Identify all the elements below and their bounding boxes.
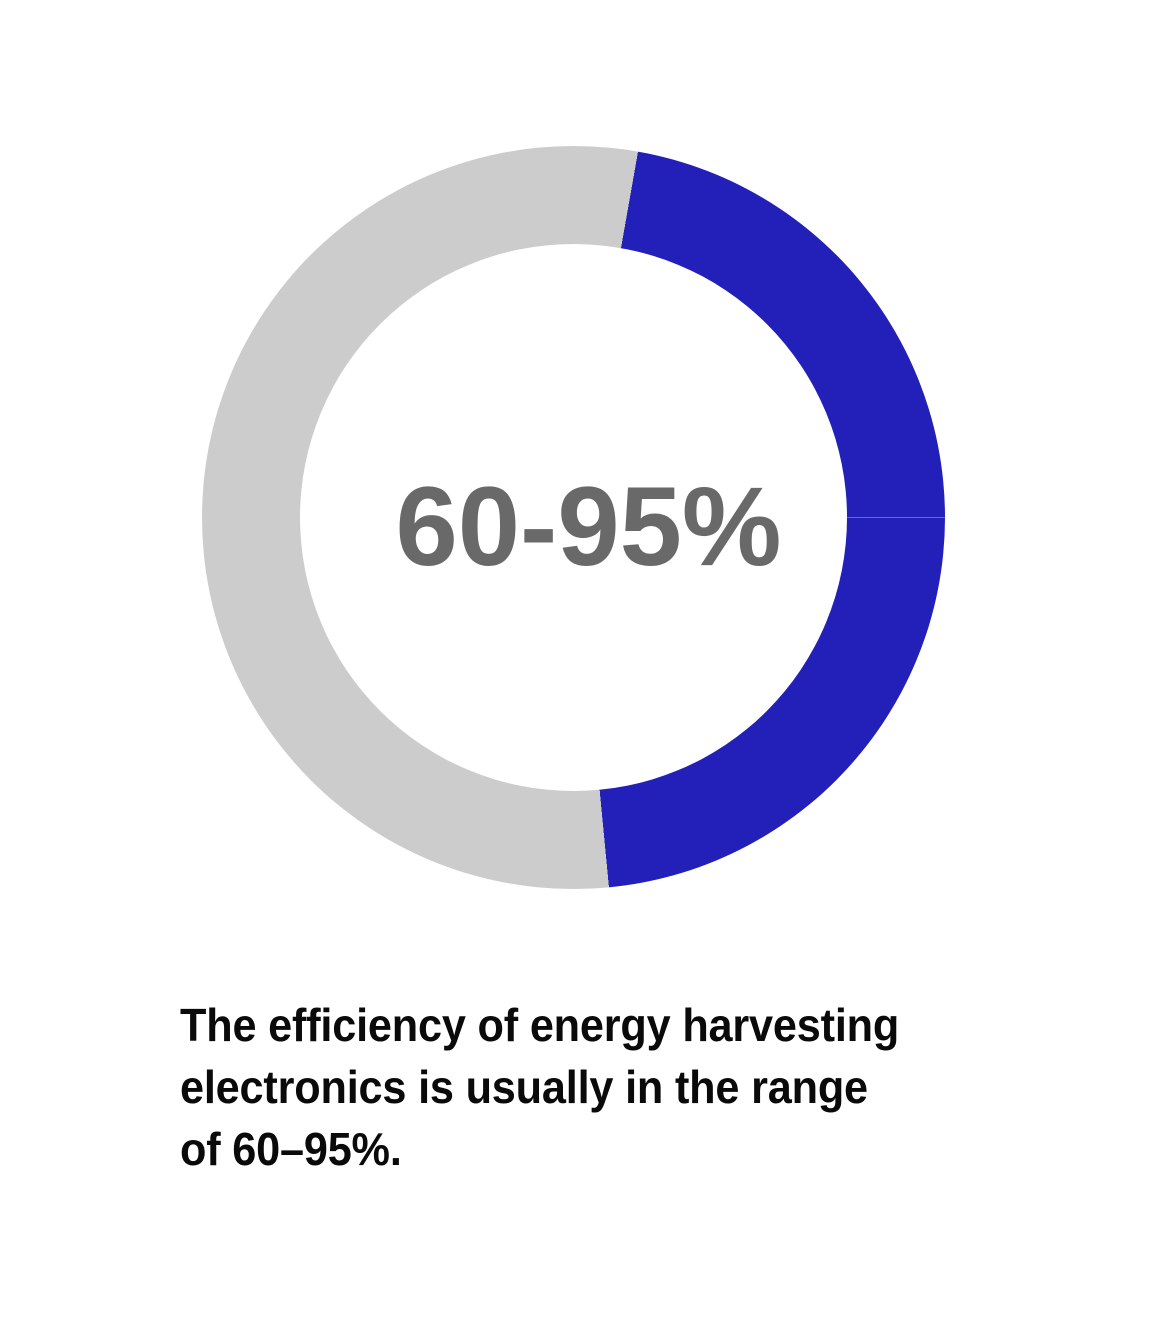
segment-divider-line bbox=[847, 517, 945, 518]
donut-chart: 60-95% bbox=[202, 146, 945, 889]
donut-center-label: 60-95% bbox=[395, 464, 782, 589]
chart-caption: The efficiency of energy harvesting elec… bbox=[180, 994, 1026, 1180]
donut-hole bbox=[300, 244, 847, 791]
caption-line-3: of 60–95%. bbox=[180, 1123, 402, 1175]
caption-line-1: The efficiency of energy harvesting bbox=[180, 999, 900, 1051]
caption-line-2: electronics is usually in the range bbox=[180, 1061, 868, 1113]
